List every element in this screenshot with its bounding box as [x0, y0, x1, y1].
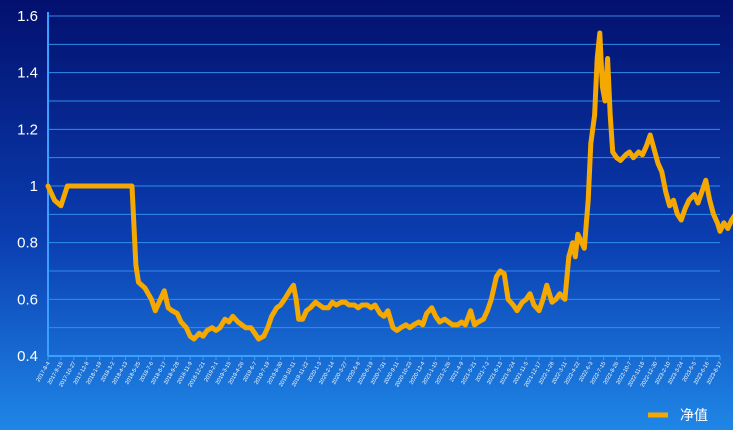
grid-lines: [48, 15, 720, 357]
y-tick-label: 1.6: [17, 8, 38, 25]
y-tick-label: 1.4: [17, 65, 38, 82]
legend-label-net-value: 净值: [680, 408, 708, 424]
y-tick-label: 1.2: [17, 121, 38, 138]
y-tick-label: 0.6: [17, 291, 38, 308]
axes: [47, 12, 721, 360]
y-tick-label: 0.8: [17, 235, 38, 252]
y-tick-label: 1: [30, 178, 38, 195]
series-layer: [45, 30, 733, 342]
series-line-net-value: [45, 30, 733, 342]
y-tick-label: 0.4: [17, 348, 38, 365]
legend: 净值: [648, 408, 708, 424]
y-axis-tick-labels: 0.4 0.6 0.8 1 1.2 1.4 1.6: [17, 8, 38, 365]
x-axis-tick-labels: 2017-8-42017-9-152017-10-272017-12-82018…: [36, 361, 724, 388]
